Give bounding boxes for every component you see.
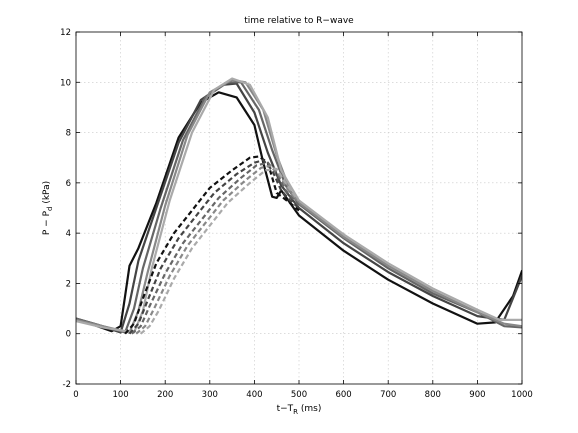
series-line-5 (76, 77, 522, 334)
series-line-7 (128, 159, 300, 335)
y-tick-label: 10 (60, 78, 71, 88)
y-axis-label-unit: (kPa) (42, 181, 52, 207)
x-axis-label: t−TR (ms) (277, 404, 322, 416)
series-line-8 (131, 161, 300, 335)
axis-ticks: 0 100 200 300 400 500 600 700 800 900 1000-2024681… (60, 28, 533, 400)
chart-title: time relative to R−wave (244, 16, 354, 26)
x-tick-label: 600 (335, 390, 351, 400)
y-axis-label: P − Pd (kPa) (42, 181, 54, 235)
x-tick-label: 700 (380, 390, 396, 400)
y-tick-label: 4 (66, 229, 71, 239)
y-tick-label: 8 (66, 129, 71, 139)
series-line-2 (76, 82, 522, 334)
series-layer (76, 77, 522, 335)
y-axis-label-main: P − P (42, 210, 52, 235)
y-tick-label: 2 (66, 279, 71, 289)
y-tick-label: 6 (66, 179, 71, 189)
y-tick-label: 12 (60, 28, 71, 38)
y-axis-label-subscript: d (46, 207, 54, 211)
y-tick-label: 0 (66, 330, 71, 340)
x-axis-label-main: t−T (277, 404, 294, 414)
x-tick-label: 400 (246, 390, 262, 400)
x-tick-label: 300 (202, 390, 218, 400)
x-tick-label: 0 (73, 390, 78, 400)
x-tick-label: 500 (291, 390, 307, 400)
y-tick-label: -2 (63, 380, 71, 390)
x-tick-label: 200 (157, 390, 173, 400)
x-axis-label-unit: (ms) (298, 404, 321, 414)
series-line-1 (76, 91, 522, 333)
series-line-10 (139, 167, 300, 335)
x-tick-label: 1000 (511, 390, 533, 400)
x-tick-label: 900 (469, 390, 485, 400)
series-line-3 (76, 81, 522, 334)
series-line-9 (135, 164, 300, 335)
x-axis-label-subscript: R (293, 408, 298, 416)
x-tick-label: 100 (112, 390, 128, 400)
series-line-6 (124, 155, 300, 335)
x-tick-label: 800 (425, 390, 441, 400)
